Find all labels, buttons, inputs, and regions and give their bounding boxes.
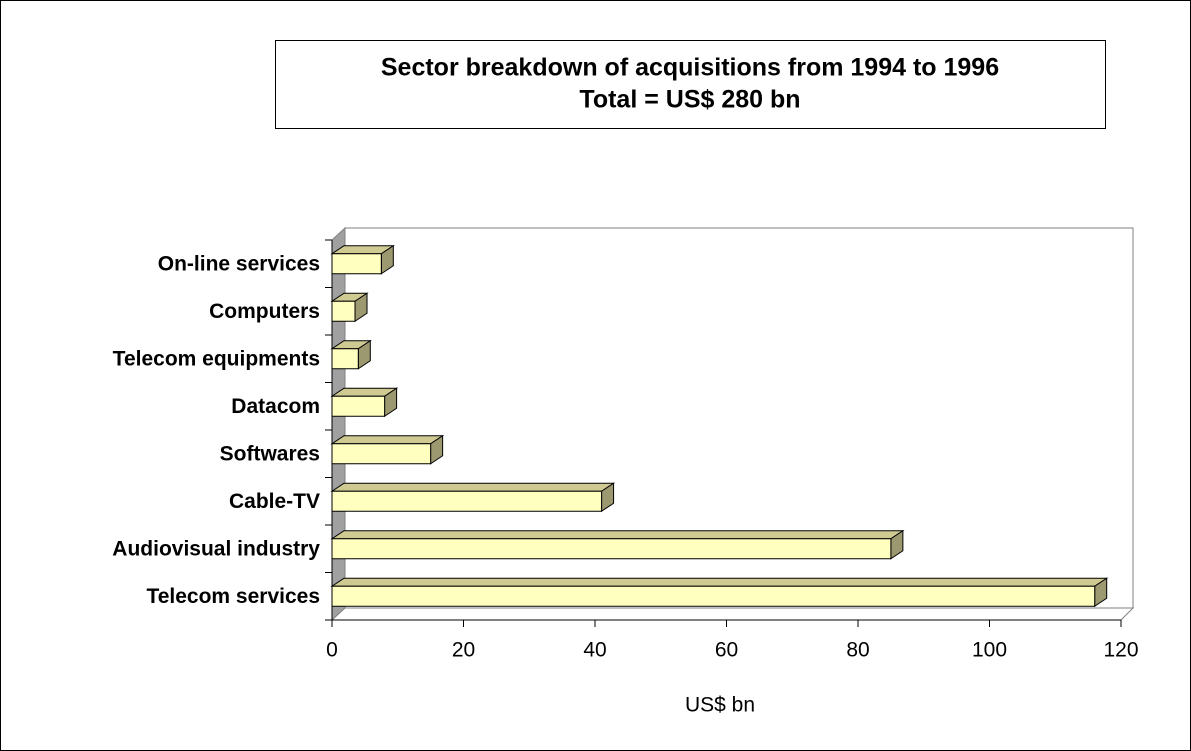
x-tick-label: 80: [846, 639, 869, 662]
bar-top: [330, 482, 616, 492]
x-tick-label: 60: [715, 639, 738, 662]
x-tick-label: 120: [1103, 639, 1138, 662]
bar: [331, 585, 1096, 607]
x-tick-label: 0: [326, 639, 338, 662]
side-wall: [331, 226, 346, 622]
bar: [331, 538, 892, 560]
title-box: [275, 40, 1106, 129]
y-tick-label: Audiovisual industry: [112, 537, 320, 560]
bar: [331, 490, 603, 512]
y-tick-label: Telecom equipments: [113, 347, 320, 370]
bar-top: [330, 530, 905, 540]
x-tick-label: 100: [972, 639, 1007, 662]
x-tick-label: 40: [583, 639, 606, 662]
bar: [331, 300, 356, 322]
bar: [331, 395, 386, 417]
bar: [331, 348, 359, 370]
chart-subtitle: Total = US$ 280 bn: [579, 86, 800, 114]
bar: [331, 443, 432, 465]
bar-top: [330, 577, 1109, 587]
bar: [331, 253, 382, 275]
y-tick-label: Computers: [209, 300, 320, 323]
bar-top: [330, 435, 445, 445]
y-tick-label: Datacom: [231, 395, 320, 418]
y-tick-label: Cable-TV: [229, 490, 320, 513]
x-axis-label: US$ bn: [685, 694, 755, 717]
y-tick-label: Softwares: [220, 442, 320, 465]
y-tick-label: Telecom services: [146, 585, 320, 608]
chart-title: Sector breakdown of acquisitions from 19…: [381, 54, 999, 82]
y-tick-label: On-line services: [158, 252, 320, 275]
x-tick-label: 20: [452, 639, 475, 662]
floor: [330, 607, 1135, 621]
